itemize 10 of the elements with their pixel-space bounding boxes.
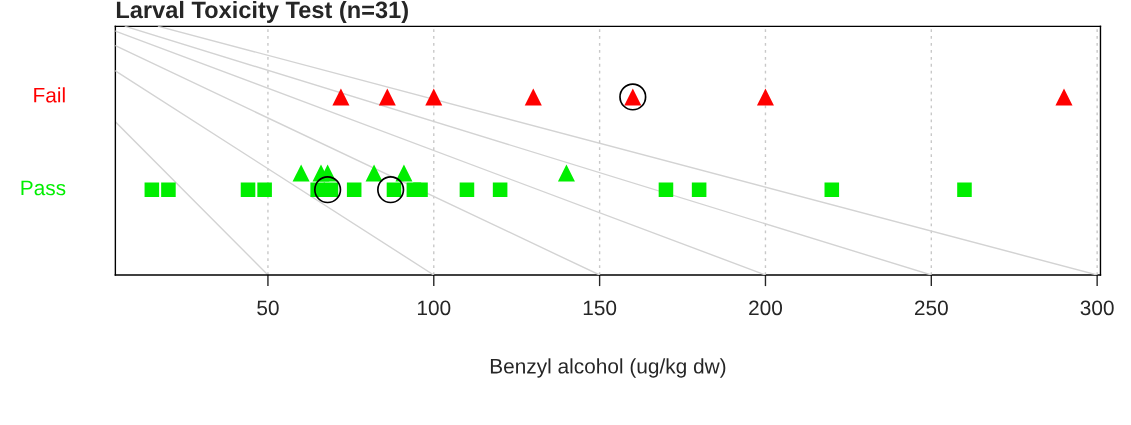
x-tick-label: 250 (914, 300, 948, 316)
chart-title: Larval Toxicity Test (n=31) (116, 0, 408, 23)
x-tick-label: 200 (749, 300, 783, 316)
x-axis-title: Benzyl alcohol (ug/kg dw) (490, 358, 726, 378)
x-tick-label: 150 (583, 300, 617, 316)
x-tick-label: 100 (417, 300, 451, 316)
x-tick-label: 50 (257, 300, 279, 316)
text: Pass (21, 180, 66, 196)
text: Fail (34, 87, 65, 103)
x-tick-label: 300 (1080, 300, 1114, 316)
